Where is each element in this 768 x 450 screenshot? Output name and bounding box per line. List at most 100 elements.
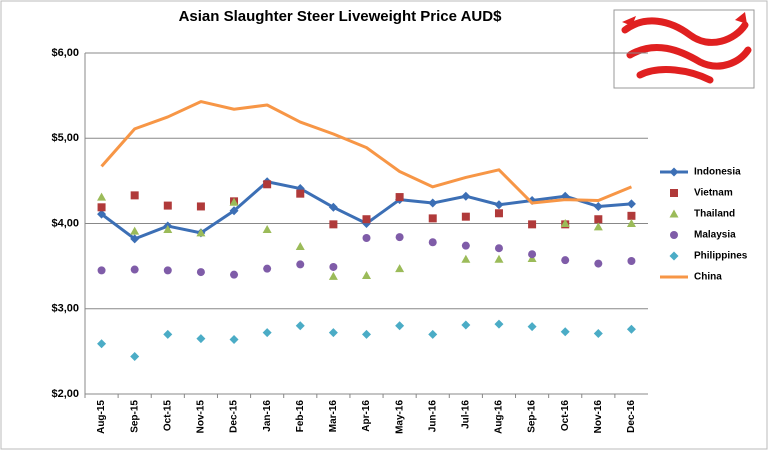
marker [263,264,272,273]
x-tick-label: Sep-16 [527,400,538,433]
dragon-image [613,9,755,89]
marker [593,222,603,231]
marker [627,211,636,220]
marker [97,339,107,349]
marker [97,266,106,275]
marker [328,328,338,338]
marker [428,329,438,339]
marker [196,334,206,344]
marker [626,219,636,227]
marker [97,192,107,201]
marker [262,328,272,338]
marker [560,327,570,337]
marker [395,264,405,273]
marker [362,271,371,280]
marker [494,200,504,210]
marker [296,189,305,198]
legend-marker [670,231,678,239]
marker [362,233,371,242]
marker [494,209,503,218]
marker [494,254,504,263]
marker [97,209,107,219]
legend-label: Vietnam [694,188,733,199]
y-tick-label: $5,00 [51,132,79,144]
x-tick-label: Mar-16 [328,400,339,433]
x-tick-label: Sep-15 [129,400,140,433]
x-tick-label: Aug-16 [494,400,505,434]
x-tick-label: Jan-16 [262,400,273,432]
legend-marker [669,167,679,177]
x-tick-label: Jun-16 [427,400,438,433]
marker [494,244,503,253]
x-tick-label: Nov-16 [593,400,604,434]
marker [295,321,305,331]
series-line [100,100,633,205]
y-tick-label: $3,00 [51,303,79,315]
marker [130,226,140,235]
legend-marker [670,189,678,197]
marker [428,238,437,247]
marker [196,202,205,211]
legend-marker [669,251,679,261]
marker [362,329,371,339]
marker [528,250,537,259]
marker [461,320,471,330]
marker [229,334,239,344]
x-tick-label: Aug-15 [96,400,107,434]
marker [296,260,305,269]
y-tick-label: $4,00 [51,217,79,229]
marker [163,266,172,275]
marker [130,351,140,361]
legend-marker [669,209,679,218]
marker [428,214,437,223]
chart-title: Asian Slaughter Steer Liveweight Price A… [179,8,503,25]
marker [130,234,140,244]
x-tick-label: Oct-16 [560,400,571,432]
marker [329,220,338,229]
marker [262,224,272,233]
marker [461,254,471,263]
x-tick-label: Feb-16 [295,400,306,433]
marker [594,215,603,224]
marker [626,199,636,209]
legend-label: Philippines [694,251,748,262]
x-tick-label: Jul-16 [460,400,471,429]
marker [163,329,173,339]
marker [163,224,173,233]
marker [395,233,404,242]
marker [97,203,106,212]
marker [130,191,139,200]
marker [627,257,636,266]
marker [528,220,537,229]
marker [230,270,239,279]
x-tick-label: Dec-16 [626,400,637,433]
x-tick-label: Dec-15 [229,400,240,433]
legend-label: Thailand [694,209,735,220]
marker [196,268,205,277]
marker [561,256,570,265]
marker [130,265,139,274]
legend-label: Indonesia [694,167,741,178]
marker [328,202,338,212]
marker [593,328,603,338]
marker [461,212,470,221]
x-tick-label: May-16 [394,400,405,434]
marker [626,324,636,334]
marker [395,321,405,331]
marker [229,197,239,206]
marker [494,319,504,329]
x-tick-label: Nov-15 [196,400,207,434]
marker [593,201,603,211]
marker [461,191,471,201]
marker [527,322,537,332]
marker [163,201,172,210]
marker [229,206,239,216]
x-tick-label: Oct-15 [162,400,173,432]
x-tick-label: Apr-16 [361,400,372,432]
marker [328,271,338,280]
legend-label: Malaysia [694,230,736,241]
marker [560,219,570,227]
y-tick-label: $2,00 [51,388,79,400]
marker [362,215,371,224]
